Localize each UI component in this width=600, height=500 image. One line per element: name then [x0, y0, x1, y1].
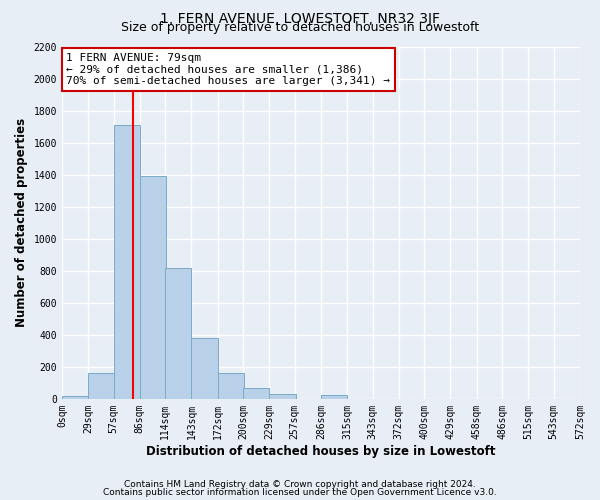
Bar — [140, 176, 166, 399]
Text: 1, FERN AVENUE, LOWESTOFT, NR32 3JF: 1, FERN AVENUE, LOWESTOFT, NR32 3JF — [160, 12, 440, 26]
Bar — [191, 338, 218, 399]
Text: Contains public sector information licensed under the Open Government Licence v3: Contains public sector information licen… — [103, 488, 497, 497]
Text: Contains HM Land Registry data © Crown copyright and database right 2024.: Contains HM Land Registry data © Crown c… — [124, 480, 476, 489]
Bar — [88, 373, 115, 399]
Bar — [62, 396, 88, 399]
Text: Size of property relative to detached houses in Lowestoft: Size of property relative to detached ho… — [121, 21, 479, 34]
Bar — [218, 373, 244, 399]
Bar — [113, 125, 140, 399]
Bar — [269, 394, 296, 399]
Y-axis label: Number of detached properties: Number of detached properties — [15, 118, 28, 327]
X-axis label: Distribution of detached houses by size in Lowestoft: Distribution of detached houses by size … — [146, 444, 496, 458]
Bar — [165, 268, 191, 399]
Text: 1 FERN AVENUE: 79sqm
← 29% of detached houses are smaller (1,386)
70% of semi-de: 1 FERN AVENUE: 79sqm ← 29% of detached h… — [67, 53, 391, 86]
Bar — [243, 388, 269, 399]
Bar — [321, 395, 347, 399]
